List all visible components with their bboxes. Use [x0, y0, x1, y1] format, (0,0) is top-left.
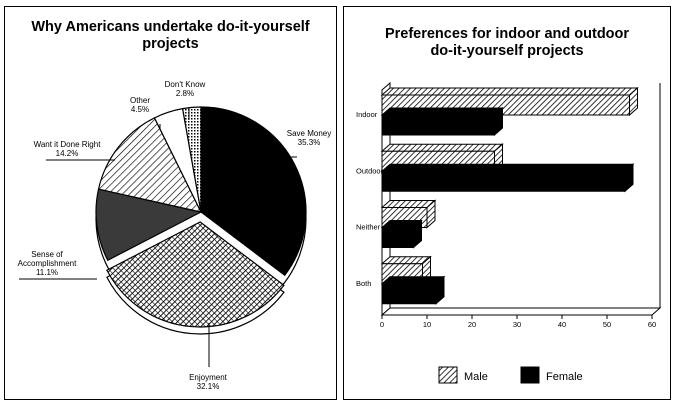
category-label-both: Both — [356, 279, 371, 288]
pie-label-2-1: Accomplishment — [18, 259, 77, 268]
x-tick-label-20: 20 — [468, 320, 476, 329]
x-tick-label-50: 50 — [603, 320, 611, 329]
bar-female-neither — [381, 227, 414, 248]
x-tick-label-30: 30 — [513, 320, 521, 329]
pie-value-label-1: 32.1% — [197, 382, 220, 391]
pie-label-5: Don't Know — [165, 80, 206, 89]
bar-top-female-outdoor — [380, 163, 635, 172]
pie-label-3: Want it Done Right — [34, 140, 102, 149]
pie-label-2-0: Sense of — [31, 250, 63, 259]
category-label-neither: Neither — [356, 223, 381, 232]
bar-chart-title-line2: do-it-yourself projects — [430, 43, 584, 59]
legend-label-male: Male — [464, 371, 488, 383]
bar-axis-floor — [380, 307, 662, 316]
pie-slice-0 — [200, 106, 307, 277]
bar-top-male-indoor — [380, 87, 639, 96]
bar-chart-title-line1: Preferences for indoor and outdoor — [384, 26, 630, 42]
pie-chart-title-line2: projects — [142, 36, 199, 52]
x-tick-label-40: 40 — [558, 320, 566, 329]
pie-slice-3 — [97, 117, 203, 213]
pie-label-4: Other — [130, 96, 150, 105]
pie-value-label-4: 4.5% — [131, 105, 149, 114]
x-tick-label-10: 10 — [423, 320, 431, 329]
legend-label-female: Female — [546, 371, 583, 383]
pie-label-1: Enjoyment — [189, 373, 228, 382]
legend-swatch-male — [438, 366, 458, 384]
category-label-outdoor: Outdoor — [356, 166, 384, 175]
x-tick-label-60: 60 — [648, 320, 656, 329]
bar-top-female-both — [380, 276, 446, 285]
bar-female-indoor — [381, 114, 495, 136]
pie-label-0: Save Money — [287, 129, 331, 138]
bar-top-male-outdoor — [380, 143, 504, 152]
bar-chart: 0 10 20 30 40 50 60 Indoor Outdoor Neither Both Mal… — [356, 81, 662, 384]
pie-value-label-3: 14.2% — [56, 149, 79, 158]
pie-value-label-0: 35.3% — [298, 138, 321, 147]
bar-female-outdoor — [381, 170, 626, 192]
pie-slice-5 — [181, 106, 202, 213]
bar-top-male-neither — [380, 200, 437, 208]
bar-chart-panel: Preferences for indoor and outdoor do-it… — [343, 6, 671, 400]
bar-top-female-indoor — [380, 107, 504, 116]
legend-swatch-female — [520, 366, 540, 384]
pie-value-label-2: 11.1% — [36, 268, 58, 277]
pie-slice-1 — [106, 221, 285, 328]
x-tick-label-0: 0 — [380, 320, 384, 329]
pie-chart-title-line1: Why Americans undertake do-it-yourself — [31, 19, 310, 35]
category-label-indoor: Indoor — [356, 110, 378, 119]
bar-female-both — [381, 283, 437, 305]
pie-value-label-5: 2.8% — [176, 89, 194, 98]
pie-chart-panel: Why Americans undertake do-it-yourself p… — [4, 6, 337, 400]
pie-slice-2 — [95, 188, 203, 262]
